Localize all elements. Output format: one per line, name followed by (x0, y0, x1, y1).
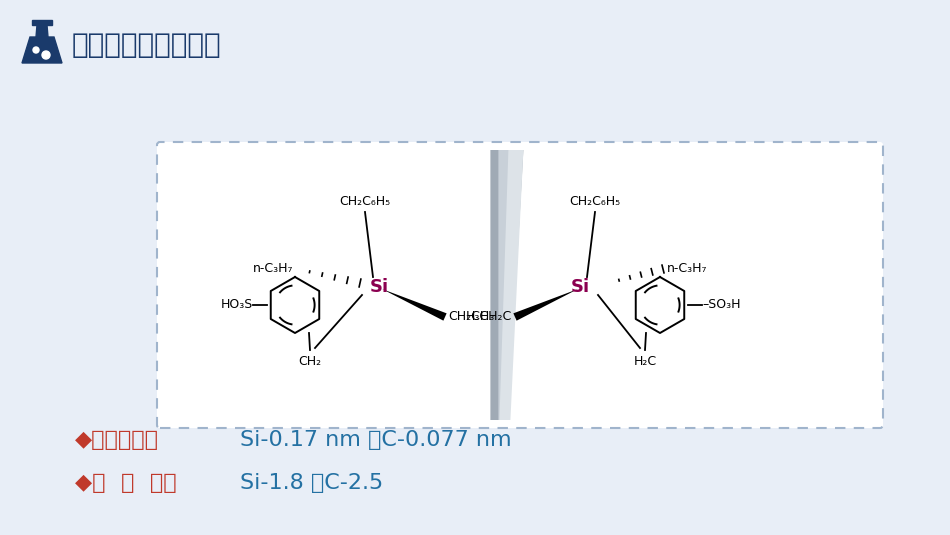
Text: –SO₃H: –SO₃H (702, 299, 740, 311)
Polygon shape (500, 150, 523, 420)
Polygon shape (490, 150, 523, 420)
Text: n-C₃H₇: n-C₃H₇ (667, 263, 708, 276)
Text: Si: Si (370, 278, 390, 296)
FancyBboxPatch shape (157, 142, 883, 428)
Polygon shape (513, 289, 578, 320)
Text: n-C₃H₇: n-C₃H₇ (253, 263, 293, 276)
Polygon shape (32, 20, 52, 25)
Text: ◆电  负  性：: ◆电 负 性： (75, 473, 177, 493)
Polygon shape (22, 37, 62, 63)
Text: Si-0.17 nm ，C-0.077 nm: Si-0.17 nm ，C-0.077 nm (240, 430, 512, 450)
Text: Si: Si (571, 278, 590, 296)
Text: CH₂: CH₂ (298, 355, 321, 368)
Text: HO₃S: HO₃S (220, 299, 253, 311)
Circle shape (42, 51, 50, 59)
Text: ◆原子半径：: ◆原子半径： (75, 430, 159, 450)
Polygon shape (382, 289, 446, 320)
Text: Si-1.8 ，C-2.5: Si-1.8 ，C-2.5 (240, 473, 383, 493)
Text: H₂C: H₂C (634, 355, 656, 368)
Text: H₃CH₂C: H₃CH₂C (466, 310, 512, 324)
Text: 有机硅化合物的结构: 有机硅化合物的结构 (72, 31, 221, 59)
Polygon shape (36, 25, 48, 37)
Text: CH₂C₆H₅: CH₂C₆H₅ (339, 195, 390, 208)
Circle shape (33, 47, 39, 53)
Text: CH₂C₆H₅: CH₂C₆H₅ (569, 195, 620, 208)
Polygon shape (499, 150, 519, 420)
Text: CH₂CH₃: CH₂CH₃ (448, 310, 494, 324)
